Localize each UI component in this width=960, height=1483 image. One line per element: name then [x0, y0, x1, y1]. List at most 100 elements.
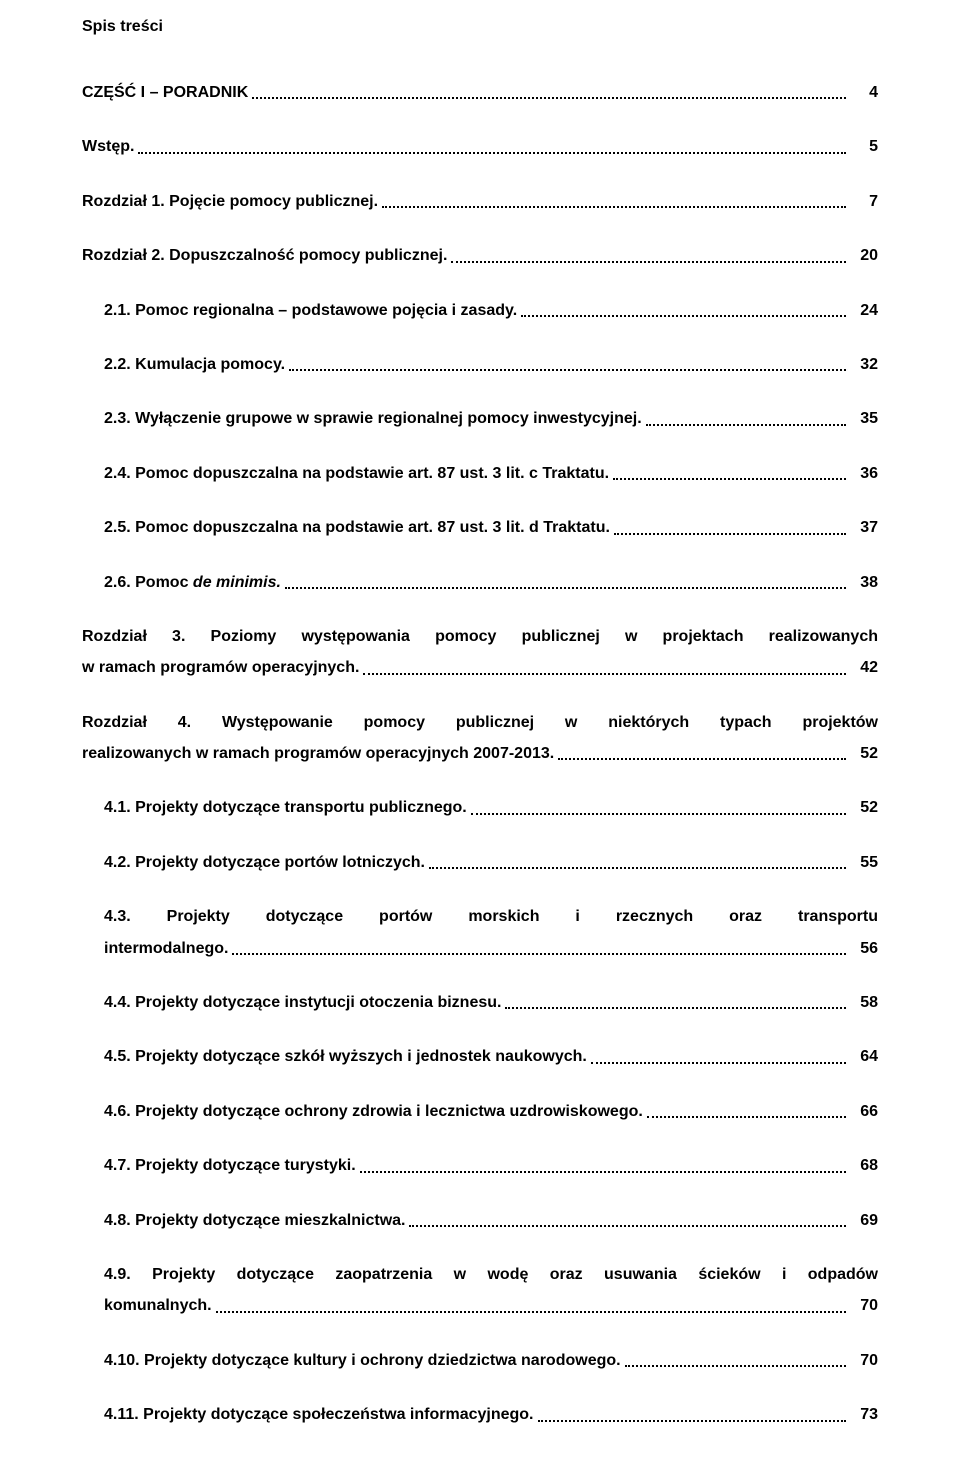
toc-leader-dots [429, 866, 846, 869]
toc-leader-dots [216, 1310, 846, 1313]
toc-entry-line2-row: w ramach programów operacyjnych. 42 [82, 657, 878, 679]
toc-page-number: 66 [850, 1101, 878, 1123]
toc-entry: 4.5. Projekty dotyczące szkół wyższych i… [82, 1046, 878, 1068]
toc-entry-text: 2.3. Wyłączenie grupowe w sprawie region… [104, 408, 642, 430]
toc-entry: Rozdział 1. Pojęcie pomocy publicznej. 7 [82, 191, 878, 213]
toc-entry-text: 4.2. Projekty dotyczące portów lotniczyc… [104, 852, 425, 874]
toc-leader-dots [382, 205, 846, 208]
toc-entry: 4.7. Projekty dotyczące turystyki.68 [82, 1155, 878, 1177]
toc-entry-text: 4.4. Projekty dotyczące instytucji otocz… [104, 992, 501, 1014]
toc-leader-dots [471, 812, 846, 815]
toc-entry-text: 4.10. Projekty dotyczące kultury i ochro… [104, 1350, 621, 1372]
toc-page-number: 70 [850, 1295, 878, 1317]
toc-page-number: 73 [850, 1404, 878, 1426]
toc-entry-text: 2.2. Kumulacja pomocy. [104, 354, 285, 376]
toc-leader-dots [558, 757, 846, 760]
toc-entry-text-line1: Rozdział 3. Poziomy występowania pomocy … [82, 626, 878, 648]
toc-entry: 2.3. Wyłączenie grupowe w sprawie region… [82, 408, 878, 430]
toc-leader-dots [538, 1419, 847, 1422]
toc-entry-text-line2: w ramach programów operacyjnych. [82, 657, 359, 679]
toc-leader-dots [625, 1364, 846, 1367]
toc-page-number: 7 [850, 191, 878, 213]
toc-entry: 2.2. Kumulacja pomocy. 32 [82, 354, 878, 376]
toc-leader-dots [232, 952, 846, 955]
toc-page-number: 56 [850, 938, 878, 960]
toc-entry-text: 4.6. Projekty dotyczące ochrony zdrowia … [104, 1101, 643, 1123]
toc-leader-dots [363, 672, 846, 675]
toc-page-number: 4 [850, 82, 878, 104]
toc-leader-dots [289, 368, 846, 371]
toc-entry-text: 4.5. Projekty dotyczące szkół wyższych i… [104, 1046, 587, 1068]
toc-leader-dots [647, 1115, 846, 1118]
toc-page-number: 37 [850, 517, 878, 539]
toc-entry: Rozdział 3. Poziomy występowania pomocy … [82, 626, 878, 680]
toc-entry: 4.6. Projekty dotyczące ochrony zdrowia … [82, 1101, 878, 1123]
toc-leader-dots [360, 1170, 846, 1173]
toc-leader-dots [614, 532, 846, 535]
toc-list: CZĘŚĆ I – PORADNIK 4 Wstęp. 5 Rozdział 1. Po… [82, 82, 878, 1427]
toc-entry-text-line2: realizowanych w ramach programów operacy… [82, 743, 554, 765]
toc-entry-text: 2.6. Pomoc de minimis. [104, 572, 281, 594]
toc-entry-text-italic: de minimis. [193, 574, 281, 591]
toc-leader-dots [591, 1061, 846, 1064]
toc-leader-dots [138, 151, 846, 154]
toc-page-number: 58 [850, 992, 878, 1014]
toc-leader-dots [521, 314, 846, 317]
toc-entry: 4.1. Projekty dotyczące transportu publi… [82, 797, 878, 819]
toc-page-number: 35 [850, 408, 878, 430]
toc-page-number: 69 [850, 1210, 878, 1232]
toc-entry-line2-row: komunalnych. 70 [104, 1295, 878, 1317]
toc-entry-text: 2.1. Pomoc regionalna – podstawowe pojęc… [104, 300, 517, 322]
toc-page-number: 32 [850, 354, 878, 376]
toc-entry: 2.5. Pomoc dopuszczalna na podstawie art… [82, 517, 878, 539]
toc-entry-line2-row: realizowanych w ramach programów operacy… [82, 743, 878, 765]
toc-entry-text-line1: 4.9. Projekty dotyczące zaopatrzenia w w… [104, 1264, 878, 1286]
toc-entry-text: Rozdział 2. Dopuszczalność pomocy public… [82, 245, 447, 267]
toc-entry: 4.3. Projekty dotyczące portów morskich … [82, 906, 878, 960]
toc-page-number: 64 [850, 1046, 878, 1068]
document-page: Spis treści CZĘŚĆ I – PORADNIK 4 Wstęp. 5 Ro… [0, 0, 960, 1483]
toc-entry-text: 2.5. Pomoc dopuszczalna na podstawie art… [104, 517, 610, 539]
toc-entry: 4.4. Projekty dotyczące instytucji otocz… [82, 992, 878, 1014]
toc-entry: Rozdział 4. Występowanie pomocy publiczn… [82, 712, 878, 766]
toc-entry-text: 4.1. Projekty dotyczące transportu publi… [104, 797, 467, 819]
toc-entry-text-line1: 4.3. Projekty dotyczące portów morskich … [104, 906, 878, 928]
toc-page-number: 52 [850, 743, 878, 765]
toc-entry-text: 4.8. Projekty dotyczące mieszkalnictwa. [104, 1210, 405, 1232]
toc-page-number: 36 [850, 463, 878, 485]
toc-entry: 4.2. Projekty dotyczące portów lotniczyc… [82, 852, 878, 874]
toc-leader-dots [613, 477, 846, 480]
toc-entry-text-line2: intermodalnego. [104, 938, 228, 960]
toc-entry-text: CZĘŚĆ I – PORADNIK [82, 82, 248, 104]
toc-page-number: 55 [850, 852, 878, 874]
toc-entry: 4.10. Projekty dotyczące kultury i ochro… [82, 1350, 878, 1372]
toc-entry: 4.8. Projekty dotyczące mieszkalnictwa. 6… [82, 1210, 878, 1232]
toc-entry: Wstęp. 5 [82, 136, 878, 158]
toc-leader-dots [285, 586, 846, 589]
toc-entry-text-line2: komunalnych. [104, 1295, 212, 1317]
toc-leader-dots [451, 260, 846, 263]
toc-page-number: 24 [850, 300, 878, 322]
toc-entry-text: Rozdział 1. Pojęcie pomocy publicznej. [82, 191, 378, 213]
toc-page-number: 52 [850, 797, 878, 819]
toc-page-number: 68 [850, 1155, 878, 1177]
toc-page-number: 5 [850, 136, 878, 158]
toc-page-number: 42 [850, 657, 878, 679]
toc-page-number: 70 [850, 1350, 878, 1372]
toc-entry: Rozdział 2. Dopuszczalność pomocy public… [82, 245, 878, 267]
toc-entry: 4.11. Projekty dotyczące społeczeństwa i… [82, 1404, 878, 1426]
toc-entry-text: 2.4. Pomoc dopuszczalna na podstawie art… [104, 463, 609, 485]
toc-entry: 4.9. Projekty dotyczące zaopatrzenia w w… [82, 1264, 878, 1318]
toc-leader-dots [252, 96, 846, 99]
toc-entry-text: Wstęp. [82, 136, 134, 158]
toc-entry: 2.6. Pomoc de minimis.38 [82, 572, 878, 594]
toc-leader-dots [646, 423, 846, 426]
toc-entry-text-line1: Rozdział 4. Występowanie pomocy publiczn… [82, 712, 878, 734]
toc-page-number: 20 [850, 245, 878, 267]
toc-entry: 2.1. Pomoc regionalna – podstawowe pojęc… [82, 300, 878, 322]
toc-entry: 2.4. Pomoc dopuszczalna na podstawie art… [82, 463, 878, 485]
toc-entry-line2-row: intermodalnego. 56 [104, 938, 878, 960]
page-title: Spis treści [82, 18, 878, 36]
toc-entry: CZĘŚĆ I – PORADNIK 4 [82, 82, 878, 104]
toc-entry-text: 4.11. Projekty dotyczące społeczeństwa i… [104, 1404, 534, 1426]
